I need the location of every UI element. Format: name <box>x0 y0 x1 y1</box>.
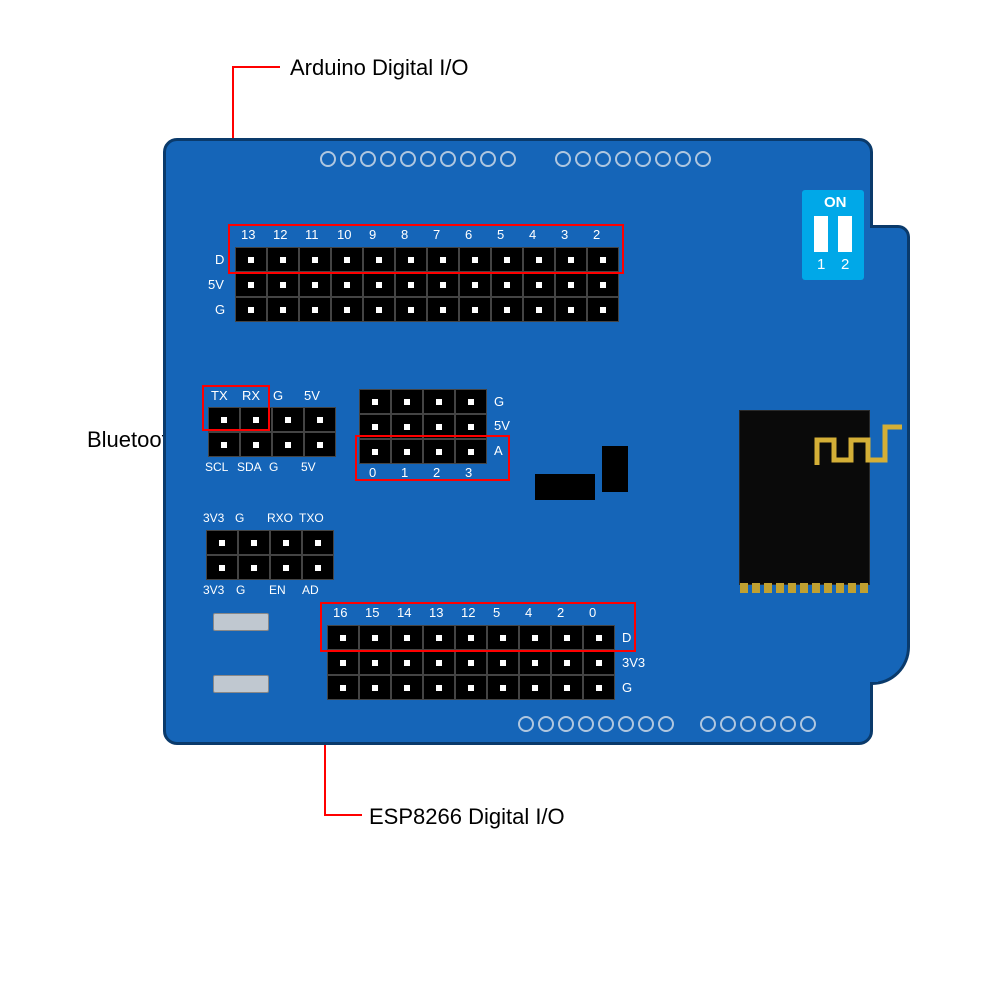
through-holes-bottom-left <box>518 716 674 732</box>
row-g: G <box>215 302 225 317</box>
through-holes-bottom-right <box>700 716 816 732</box>
esp-digital-header[interactable] <box>327 625 615 700</box>
dip-1: 1 <box>817 256 825 273</box>
anno-line <box>324 814 362 816</box>
ic-chip <box>602 446 628 492</box>
dip-on-label: ON <box>824 194 847 211</box>
anno-line <box>232 66 280 68</box>
esp-g: G <box>622 680 632 695</box>
smd-button[interactable] <box>213 613 269 631</box>
esp-digital-label: ESP8266 Digital I/O <box>369 804 565 830</box>
through-holes-top-left <box>320 151 516 167</box>
antenna-trace <box>812 415 904 475</box>
dip-switch[interactable]: ON 1 2 <box>802 190 864 280</box>
smd-button[interactable] <box>213 675 269 693</box>
esp-3v3: 3V3 <box>622 655 645 670</box>
row-d: D <box>215 252 224 267</box>
dip-2: 2 <box>841 256 849 273</box>
bluetooth-header[interactable] <box>208 407 336 457</box>
through-holes-top-right <box>555 151 711 167</box>
uart-header[interactable] <box>206 530 334 580</box>
arduino-digital-label: Arduino Digital I/O <box>290 55 469 81</box>
analog-a: A <box>494 443 503 458</box>
analog-5v: 5V <box>494 418 510 433</box>
digital-io-header[interactable] <box>235 247 619 322</box>
analog-g: G <box>494 394 504 409</box>
wifi-pads <box>740 583 868 593</box>
ic-chip <box>535 474 595 500</box>
esp-d: D <box>622 630 631 645</box>
analog-io-header[interactable] <box>359 389 487 464</box>
row-5v: 5V <box>208 277 224 292</box>
